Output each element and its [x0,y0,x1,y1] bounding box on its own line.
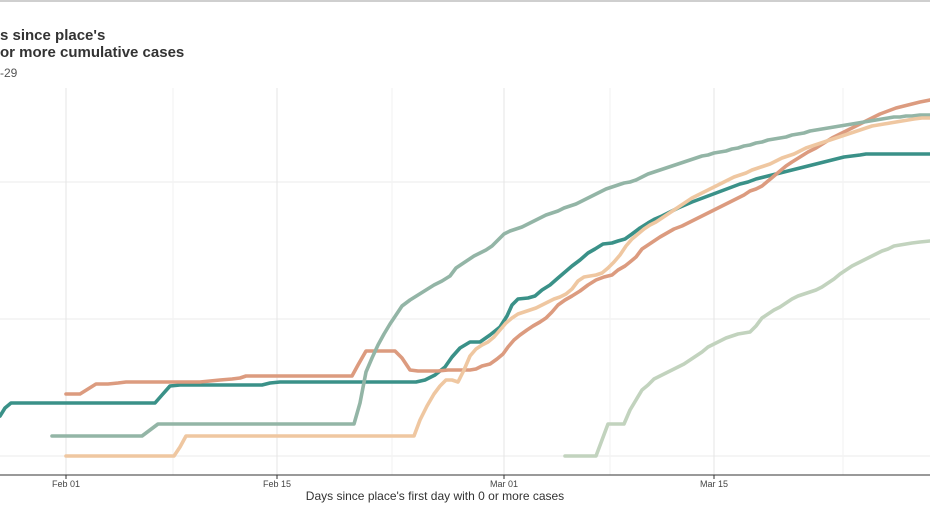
x-tick-label-feb15: Feb 15 [263,479,291,489]
x-axis-title: Days since place's first day with 0 or m… [306,489,564,503]
x-tick-label-mar15: Mar 15 [700,479,728,489]
series-line-3 [50,113,930,438]
series-line-2 [64,98,930,396]
series-line-5 [563,239,930,458]
chart-title-line-1: s since place's [0,27,106,44]
x-axis-ticks [65,475,715,479]
chart-subtitle: -29 [0,66,18,80]
series-line-4 [64,116,930,458]
x-tick-label-feb01: Feb 01 [52,479,80,489]
x-tick-labels: Feb 01 Feb 15 Mar 01 Mar 15 [52,479,728,489]
top-border [0,0,930,2]
series-line-1 [0,152,930,418]
series-layer [0,98,930,458]
chart-title-line-2: or more cumulative cases [0,44,185,61]
gridlines [0,88,930,475]
x-tick-label-mar01: Mar 01 [490,479,518,489]
